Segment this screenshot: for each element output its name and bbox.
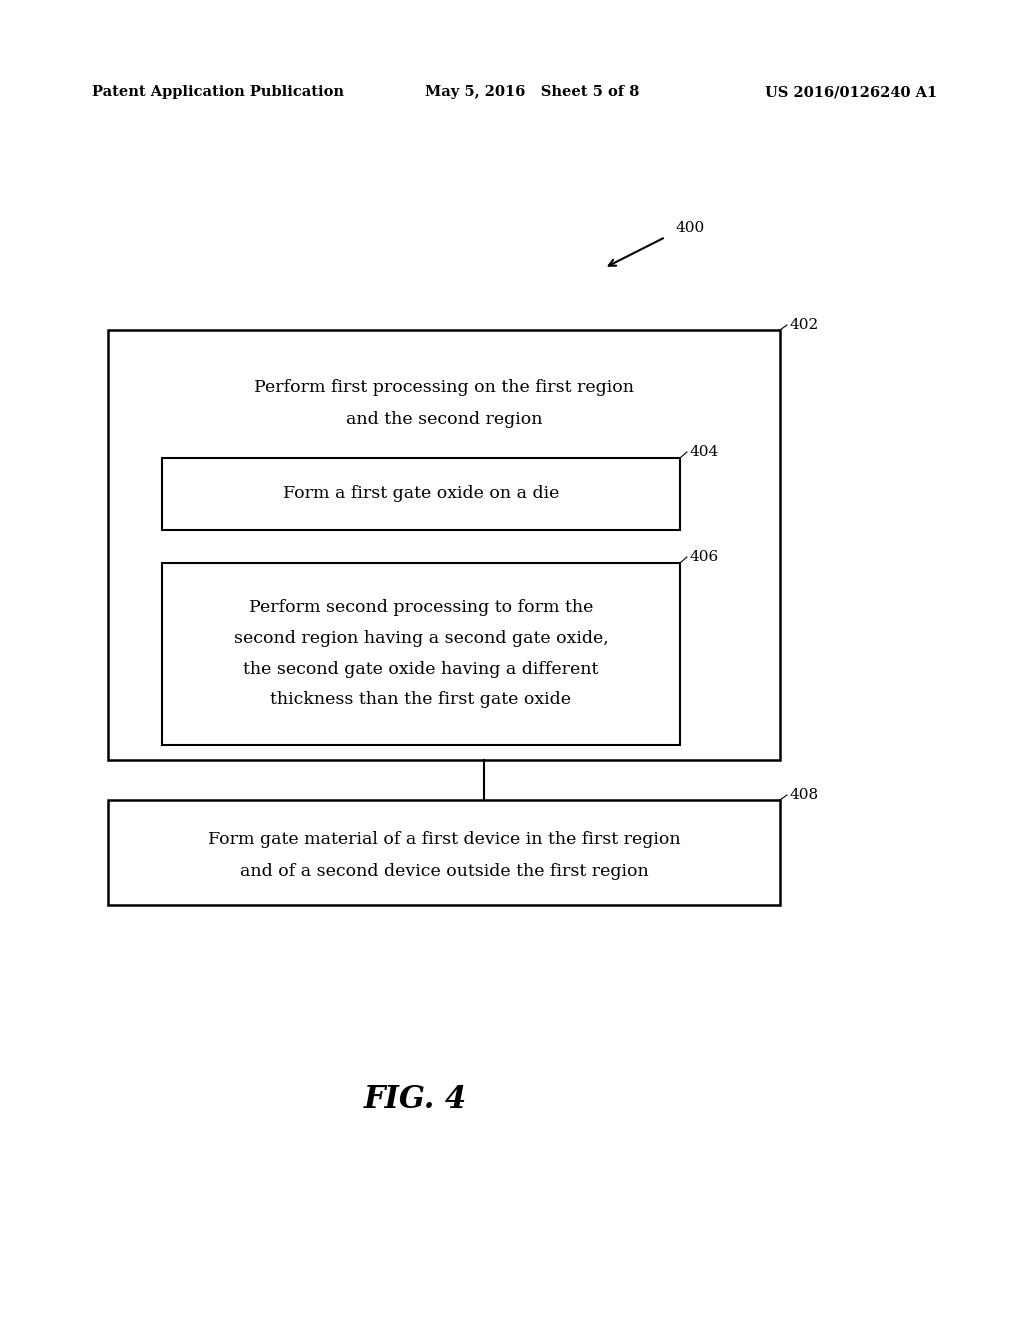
Text: and the second region: and the second region [346,412,543,429]
Text: Form a first gate oxide on a die: Form a first gate oxide on a die [283,486,559,503]
Text: Patent Application Publication: Patent Application Publication [92,84,344,99]
Bar [108,800,780,906]
Text: 406: 406 [690,550,719,564]
Text: second region having a second gate oxide,: second region having a second gate oxide… [233,630,608,647]
Text: 400: 400 [676,220,706,235]
Text: and of a second device outside the first region: and of a second device outside the first… [240,863,648,880]
Text: thickness than the first gate oxide: thickness than the first gate oxide [270,692,571,709]
Text: 408: 408 [790,788,819,803]
Text: the second gate oxide having a different: the second gate oxide having a different [244,660,599,677]
Bar [108,330,780,760]
Text: Form gate material of a first device in the first region: Form gate material of a first device in … [208,832,680,849]
Text: US 2016/0126240 A1: US 2016/0126240 A1 [765,84,937,99]
Text: 404: 404 [690,445,719,459]
Text: May 5, 2016   Sheet 5 of 8: May 5, 2016 Sheet 5 of 8 [425,84,639,99]
Text: FIG. 4: FIG. 4 [364,1085,467,1115]
Bar [162,564,680,744]
Text: 402: 402 [790,318,819,333]
Text: Perform second processing to form the: Perform second processing to form the [249,598,593,615]
Text: Perform first processing on the first region: Perform first processing on the first re… [254,380,634,396]
Bar [162,458,680,531]
